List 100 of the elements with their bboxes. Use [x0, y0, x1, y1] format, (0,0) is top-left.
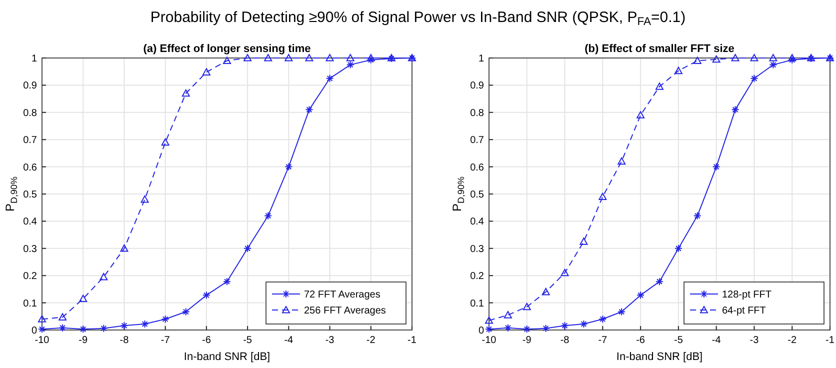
point — [161, 138, 170, 146]
y-tick-label: 0.7 — [23, 135, 38, 146]
point — [522, 325, 531, 334]
point — [366, 56, 375, 64]
point — [140, 195, 149, 203]
x-tick-label: -4 — [284, 335, 294, 346]
point — [346, 54, 354, 62]
legend-label: 72 FFT Averages — [304, 290, 380, 300]
y-tick-label: 1 — [478, 54, 484, 64]
legend-label: 256 FFT Averages — [304, 306, 386, 316]
y-tick-label: 0.8 — [23, 108, 38, 119]
x-tick-label: -8 — [120, 335, 130, 346]
x-tick-label: -4 — [712, 335, 722, 346]
x-tick-label: -6 — [202, 335, 212, 346]
point — [560, 268, 569, 276]
point — [346, 60, 354, 69]
chart-subtitle: (a) Effect of longer sensing time — [143, 43, 311, 55]
point — [485, 316, 493, 324]
point — [504, 311, 512, 318]
y-tick-label: 0.1 — [23, 298, 38, 310]
y-tick-label: 0.3 — [23, 244, 38, 255]
y-tick-label: 0.9 — [470, 80, 484, 92]
x-tick-label: -5 — [674, 335, 684, 346]
point — [598, 315, 607, 324]
x-tick-label: -3 — [325, 335, 335, 346]
x-tick-label: -10 — [34, 335, 50, 346]
point — [674, 66, 682, 74]
point — [326, 54, 334, 62]
y-tick-label: 1 — [31, 54, 38, 64]
x-tick-label: -10 — [482, 335, 497, 346]
point — [284, 162, 293, 171]
point — [618, 157, 626, 165]
point — [618, 308, 626, 316]
point — [750, 74, 758, 82]
point — [264, 54, 272, 62]
point — [244, 54, 252, 62]
point — [182, 89, 190, 97]
y-tick-label: 0.2 — [23, 271, 38, 282]
y-tick-label: 0.9 — [23, 80, 38, 92]
point — [120, 322, 128, 330]
x-tick-label: -1 — [826, 335, 835, 346]
point — [140, 320, 149, 328]
point — [580, 238, 588, 245]
point — [580, 320, 588, 328]
y-tick-label: 0.4 — [23, 216, 38, 228]
x-tick-label: -9 — [522, 335, 532, 346]
point — [264, 212, 272, 220]
x-tick-label: -9 — [78, 335, 88, 346]
point — [598, 192, 607, 200]
y-tick-label: 0.8 — [470, 108, 484, 119]
point — [305, 54, 314, 62]
point — [731, 54, 740, 62]
y-tick-label: 0.1 — [470, 298, 484, 310]
point — [202, 291, 210, 300]
point — [788, 56, 796, 64]
point — [182, 308, 190, 316]
y-tick-label: 0.6 — [470, 162, 484, 174]
point — [693, 212, 702, 220]
y-tick-label: 0.4 — [470, 216, 484, 228]
y-tick-label: 0.6 — [23, 162, 38, 174]
chart-title: Probability of Detecting ≥90% of Signal Power vs In-Band SNR (QPSK, P$_{FA}$=0.1) — [150, 9, 686, 28]
chart-subtitle: (b) Effect of smaller FFT size — [584, 43, 734, 55]
point — [58, 324, 67, 332]
point — [202, 68, 210, 76]
point — [769, 60, 778, 69]
point — [542, 288, 550, 296]
x-tick-label: -6 — [636, 335, 646, 346]
point — [712, 55, 720, 63]
legend-label: 64-pt FFT — [722, 306, 766, 316]
point — [656, 82, 664, 90]
point — [58, 313, 67, 321]
point — [223, 278, 231, 286]
point — [788, 54, 796, 62]
y-tick-label: 0 — [31, 326, 38, 336]
point — [366, 54, 375, 62]
x-tick-label: -7 — [160, 335, 170, 346]
point — [223, 56, 231, 64]
x-tick-label: -1 — [408, 335, 417, 346]
legend-label: 128-pt FFT — [722, 290, 772, 300]
point — [542, 324, 550, 332]
point — [161, 315, 170, 324]
point — [326, 74, 334, 82]
point — [244, 244, 252, 252]
x-axis-title: In-band SNR [dB] — [616, 351, 703, 363]
x-tick-label: -7 — [598, 335, 608, 346]
point — [712, 162, 720, 171]
point — [38, 325, 46, 334]
point — [522, 302, 531, 310]
point — [79, 325, 88, 334]
point — [674, 244, 682, 252]
y-tick-label: 0.7 — [470, 135, 484, 146]
x-axis-title: In-band SNR [dB] — [184, 351, 270, 363]
y-tick-label: 0.5 — [23, 190, 38, 200]
point — [769, 54, 778, 62]
point — [284, 54, 293, 62]
point — [100, 272, 108, 280]
point — [120, 244, 128, 252]
point — [504, 324, 512, 332]
x-tick-label: -2 — [366, 335, 376, 346]
x-tick-label: -2 — [788, 335, 797, 346]
